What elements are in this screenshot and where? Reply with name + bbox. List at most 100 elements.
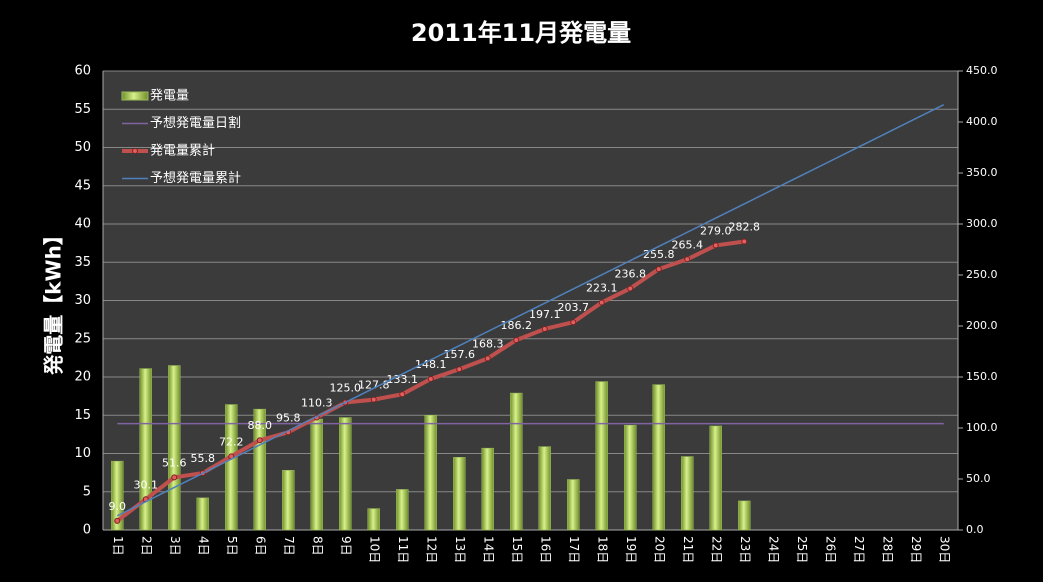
bar xyxy=(681,456,694,531)
data-label: 279.0 xyxy=(700,224,732,237)
x-tick-label: 11日 xyxy=(396,536,410,563)
x-tick-label: 26日 xyxy=(823,536,837,563)
x-tick-label: 30日 xyxy=(937,536,951,563)
data-label: 157.6 xyxy=(444,348,476,361)
point-marker xyxy=(256,437,263,444)
y-tick-label: 25 xyxy=(74,331,91,346)
bar xyxy=(282,470,295,531)
data-label: 110.3 xyxy=(301,396,333,409)
bar xyxy=(225,404,238,531)
data-label: 236.8 xyxy=(615,267,647,280)
y2-tick-label: 250.0 xyxy=(966,268,998,281)
point-marker xyxy=(541,325,548,332)
bar xyxy=(339,417,352,531)
y2-tick-label: 50.0 xyxy=(966,472,991,485)
data-label: 95.8 xyxy=(276,411,301,424)
data-label: 148.1 xyxy=(415,358,447,371)
point-marker xyxy=(598,299,605,306)
x-tick-label: 16日 xyxy=(538,536,552,563)
y-tick-label: 60 xyxy=(74,64,91,79)
y2-tick-label: 100.0 xyxy=(966,421,998,434)
x-tick-label: 21日 xyxy=(681,536,695,563)
x-tick-label: 27日 xyxy=(852,536,866,563)
data-label: 168.3 xyxy=(472,337,504,350)
data-label: 9.0 xyxy=(109,500,127,513)
point-marker xyxy=(370,396,377,403)
bar xyxy=(111,460,124,531)
x-tick-label: 6日 xyxy=(253,536,267,556)
legend-marker xyxy=(132,148,138,154)
point-marker xyxy=(171,474,178,481)
legend-label: 予想発電量日割 xyxy=(150,115,241,131)
point-marker xyxy=(484,355,491,362)
series-line xyxy=(116,103,945,517)
bar xyxy=(709,425,722,531)
bar xyxy=(367,508,380,531)
bar xyxy=(567,479,580,531)
point-marker xyxy=(712,242,719,249)
x-tick-label: 29日 xyxy=(909,536,923,563)
y-tick-label: 5 xyxy=(83,484,91,499)
y2-tick-label: 400.0 xyxy=(966,115,998,128)
x-tick-label: 24日 xyxy=(766,536,780,563)
x-tick-label: 22日 xyxy=(709,536,723,563)
point-marker xyxy=(114,517,121,524)
data-label: 55.8 xyxy=(191,452,216,465)
x-tick-label: 14日 xyxy=(481,536,495,563)
x-tick-label: 4日 xyxy=(196,536,210,556)
bar xyxy=(538,446,551,531)
y-tick-label: 30 xyxy=(74,293,91,308)
y-tick-label: 55 xyxy=(74,102,91,117)
x-tick-label: 3日 xyxy=(168,536,182,556)
y-tick-label: 10 xyxy=(74,446,91,461)
data-label: 186.2 xyxy=(501,319,533,332)
data-label: 88.0 xyxy=(248,419,273,432)
data-label: 255.8 xyxy=(643,248,675,261)
data-label: 203.7 xyxy=(558,301,590,314)
bar xyxy=(481,447,494,531)
point-marker xyxy=(513,337,520,344)
y-tick-label: 20 xyxy=(74,370,91,385)
bar xyxy=(453,457,466,531)
y-tick-label: 15 xyxy=(74,408,91,423)
y2-tick-label: 0.0 xyxy=(966,523,984,536)
bar xyxy=(652,384,665,531)
bar xyxy=(595,381,608,531)
x-tick-label: 19日 xyxy=(624,536,638,563)
bar xyxy=(139,368,152,531)
x-tick-label: 13日 xyxy=(453,536,467,563)
y-tick-label: 50 xyxy=(74,140,91,155)
y-axis-title: 発電量【kWh】 xyxy=(42,225,66,376)
y-tick-label: 40 xyxy=(74,217,91,232)
bar xyxy=(424,415,437,531)
x-tick-label: 8日 xyxy=(310,536,324,556)
data-label: 223.1 xyxy=(586,281,618,294)
chart-title: 2011年11月発電量 xyxy=(411,19,631,47)
legend-label: 発電量 xyxy=(150,89,189,104)
bar xyxy=(196,497,209,531)
x-tick-label: 10日 xyxy=(367,536,381,563)
x-tick-label: 25日 xyxy=(795,536,809,563)
legend-swatch xyxy=(121,91,149,101)
legend-label: 予想発電量累計 xyxy=(150,170,241,186)
bar xyxy=(510,392,523,531)
y2-tick-label: 450.0 xyxy=(966,64,998,77)
bar xyxy=(168,365,181,531)
y2-tick-label: 300.0 xyxy=(966,217,998,230)
data-label: 125.0 xyxy=(330,382,362,395)
data-label: 265.4 xyxy=(672,238,704,251)
point-marker xyxy=(399,391,406,398)
point-marker xyxy=(627,285,634,292)
data-label: 51.6 xyxy=(162,456,187,469)
x-tick-label: 17日 xyxy=(567,536,581,563)
x-tick-label: 7日 xyxy=(282,536,296,556)
data-label: 197.1 xyxy=(529,308,561,321)
data-label: 282.8 xyxy=(729,221,761,234)
point-marker xyxy=(570,319,577,326)
point-marker xyxy=(684,256,691,263)
y2-tick-label: 150.0 xyxy=(966,370,998,383)
bar xyxy=(624,424,637,531)
data-label: 30.1 xyxy=(134,478,159,491)
x-tick-label: 2日 xyxy=(139,536,153,556)
